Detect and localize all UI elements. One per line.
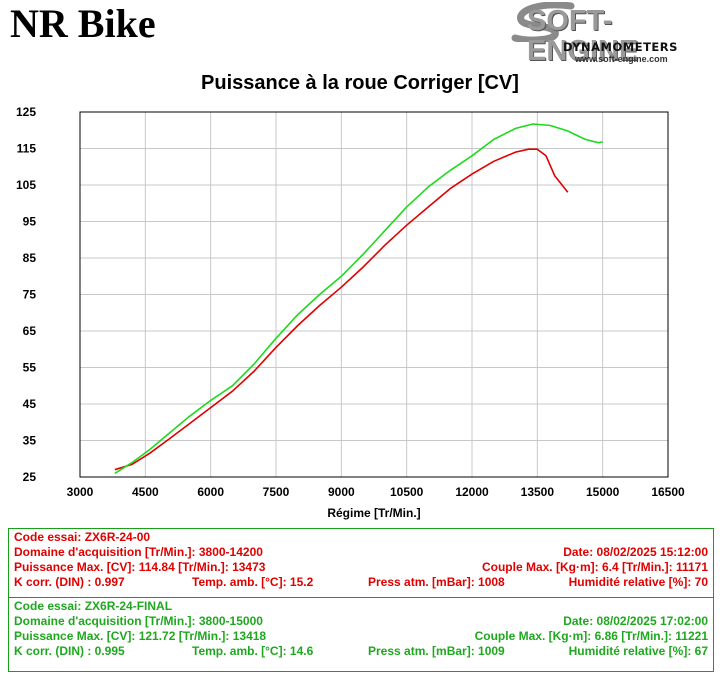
y-tick-label: 105 [16,178,36,192]
x-tick-label: 9000 [328,485,355,499]
y-tick-label: 75 [23,288,37,302]
run1-press: Press atm. [mBar]: 1008 [368,575,505,589]
plot-frame [79,111,669,478]
run2-domain: Domaine d'acquisition [Tr/Min.]: 3800-15… [14,614,263,628]
y-tick-label: 35 [23,434,37,448]
logo-swoosh-icon [511,2,575,42]
y-tick-label: 85 [23,251,37,265]
x-tick-label: 3000 [67,485,94,499]
y-tick-label: 115 [17,142,37,156]
run2-kcorr: K corr. (DIN) : 0.995 [14,644,125,658]
y-tick-label: 95 [23,215,37,229]
run1-kcorr: K corr. (DIN) : 0.997 [14,575,125,589]
x-tick-label: 4500 [132,485,159,499]
run1-torque: Couple Max. [Kg·m]: 6.4 [Tr/Min.]: 11171 [481,560,708,574]
logo-url: www.soft-engine.com [575,54,668,64]
run1-date: Date: 08/02/2025 15:12:00 [563,545,708,559]
y-tick-labels: 25 35 45 55 65 75 85 95 105 115 125 [16,105,36,484]
soft-engine-logo: SOFT-ENGINE DYNAMOMETERS www.soft-engine… [505,0,720,66]
brand-title: NR Bike [10,1,156,46]
x-tick-label: 6000 [197,485,224,499]
x-tick-label: 13500 [521,485,555,499]
x-tick-label: 16500 [651,485,685,499]
x-tick-label: 7500 [263,485,290,499]
series-line-1 [114,148,569,471]
run2-power: Puissance Max. [CV]: 121.72 [Tr/Min.]: 1… [14,629,267,643]
y-tick-label: 125 [16,105,36,119]
run1-humid: Humidité relative [%]: 70 [568,575,708,589]
logo-sub-text: DYNAMOMETERS [563,40,678,54]
y-tick-label: 45 [23,397,37,411]
run1-temp: Temp. amb. [°C]: 15.2 [192,575,314,589]
run2-torque: Couple Max. [Kg·m]: 6.86 [Tr/Min.]: 1122… [474,629,708,643]
run1-power: Puissance Max. [CV]: 114.84 [Tr/Min.]: 1… [14,560,266,574]
run-info-2: Code essai: ZX6R-24-FINAL Domaine d'acqu… [9,597,713,671]
run1-domain: Domaine d'acquisition [Tr/Min.]: 3800-14… [14,545,263,559]
power-chart: 25 35 45 55 65 75 85 95 105 115 125 3000 4500 6000 75… [16,105,685,520]
run2-code: Code essai: ZX6R-24-FINAL [14,599,173,613]
y-tick-label: 65 [23,324,37,338]
x-tick-labels: 3000 4500 6000 7500 9000 10500 12000 13500 15000… [67,485,685,499]
run2-temp: Temp. amb. [°C]: 14.6 [192,644,314,658]
logo-main-text: SOFT-ENGINE [527,5,639,67]
run2-date: Date: 08/02/2025 17:02:00 [563,614,708,628]
x-axis-label: Régime [Tr/Min.] [327,506,420,520]
y-tick-label: 55 [23,361,37,375]
run1-code: Code essai: ZX6R-24-00 [14,530,151,544]
chart-title: Puissance à la roue Corriger [CV] [201,72,519,94]
x-tick-label: 10500 [390,485,424,499]
run2-press: Press atm. [mBar]: 1009 [368,644,505,658]
chart-series [114,123,603,475]
test-info-panel: Code essai: ZX6R-24-00 Domaine d'acquisi… [8,528,714,672]
series-line-2 [114,123,603,475]
chart-grid [79,111,669,478]
run2-humid: Humidité relative [%]: 67 [568,644,708,658]
y-tick-label: 25 [23,470,37,484]
run-info-1: Code essai: ZX6R-24-00 Domaine d'acquisi… [9,529,713,597]
x-tick-label: 12000 [455,485,489,499]
x-tick-label: 15000 [586,485,620,499]
